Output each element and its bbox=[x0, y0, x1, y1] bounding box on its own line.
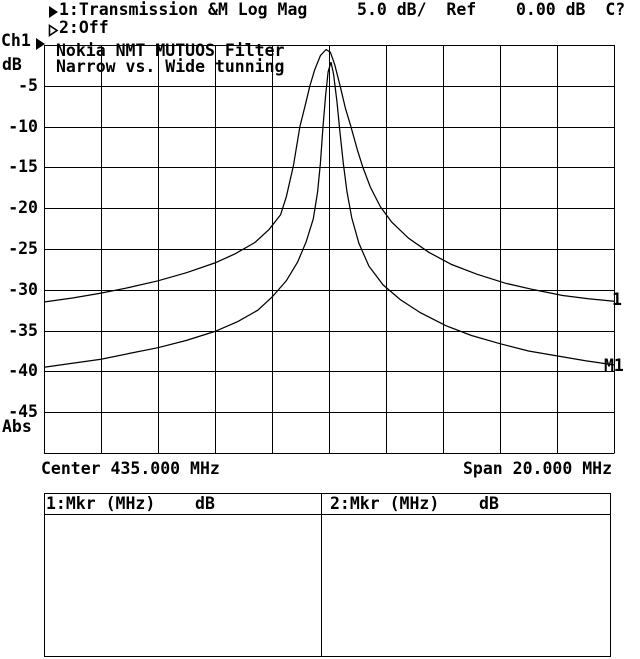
span-label: Span 20.000 MHz bbox=[463, 459, 613, 478]
trace2-memory-label: M1 bbox=[604, 356, 624, 375]
trace-M1 bbox=[43, 61, 615, 368]
y-tick-label: -25 bbox=[8, 239, 38, 258]
channel-label: Ch1 bbox=[1, 31, 31, 50]
center-frequency-label: Center 435.000 MHz bbox=[41, 459, 220, 478]
y-tick-label: -35 bbox=[8, 321, 38, 340]
y-tick-label: -5 bbox=[18, 76, 38, 95]
marker2-table-header: 2:Mkr (MHz) dB bbox=[322, 494, 610, 515]
marker1-table-header: 1:Mkr (MHz) dB bbox=[45, 494, 321, 515]
channel1-status-line: 1:Transmission &M Log Mag 5.0 dB/ Ref 0.… bbox=[59, 0, 626, 19]
y-tick-label: -10 bbox=[8, 117, 38, 136]
marker2-readout-cell: 2:Mkr (MHz) dB bbox=[322, 494, 610, 656]
channel2-status-line: 2:Off bbox=[59, 18, 109, 37]
ref-level-marker-icon bbox=[36, 38, 45, 50]
inactive-channel-marker-icon bbox=[48, 24, 59, 37]
plot-annotation-line2: Narrow vs. Wide tunning bbox=[56, 57, 285, 76]
active-channel-marker-icon bbox=[49, 6, 58, 18]
marker1-readout-cell: 1:Mkr (MHz) dB bbox=[45, 494, 322, 656]
y-tick-label: -30 bbox=[8, 280, 38, 299]
y-tick-label: -40 bbox=[8, 361, 38, 380]
axis-abs-label: Abs bbox=[2, 417, 32, 436]
marker-readout-table: 1:Mkr (MHz) dB 2:Mkr (MHz) dB bbox=[44, 493, 611, 657]
y-tick-label: -20 bbox=[8, 198, 38, 217]
plot-annotation-line1: Nokia NMT MUTUOS Filter bbox=[56, 41, 285, 60]
axis-unit-label: dB bbox=[2, 55, 22, 74]
trace-1 bbox=[43, 48, 615, 303]
y-tick-label: -45 bbox=[8, 402, 38, 421]
y-tick-label: -15 bbox=[8, 157, 38, 176]
trace1-label: 1 bbox=[612, 290, 622, 309]
